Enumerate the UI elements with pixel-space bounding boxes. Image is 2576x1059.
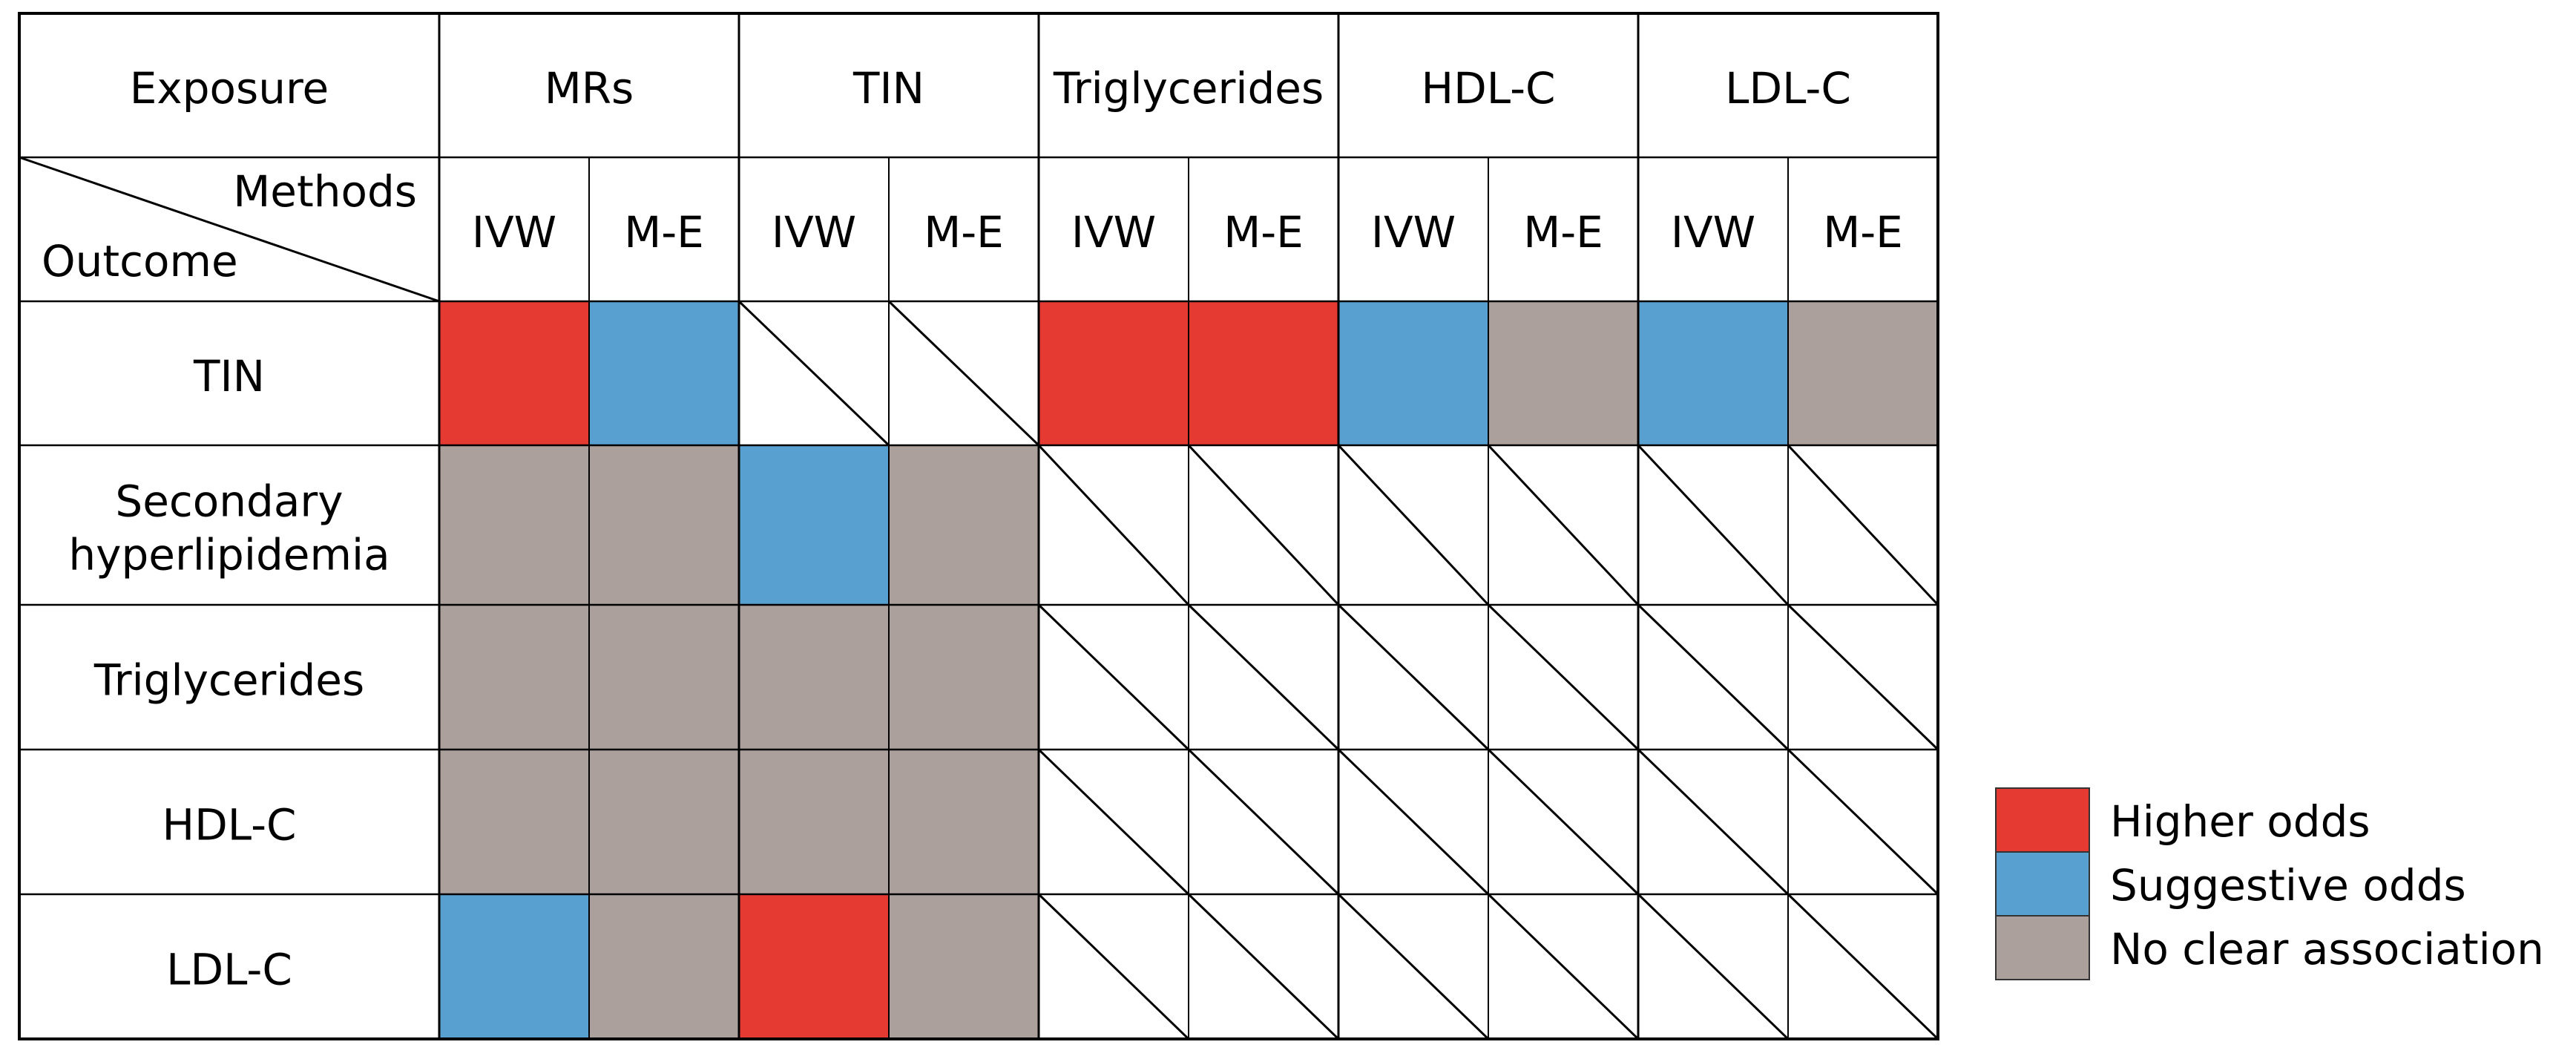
- cell-na-diagonal-r3-c10: [1787, 603, 1939, 751]
- cell-suggestive-r1-c2: [589, 301, 739, 445]
- legend-label-none: No clear association: [2110, 924, 2544, 974]
- corner-outcome-label: Outcome: [42, 236, 238, 286]
- cell-na-diagonal-r5-c9: [1637, 893, 1790, 1040]
- method-header-m-e-c10: M-E: [1823, 207, 1903, 258]
- method-header-ivw-c5: IVW: [1071, 207, 1156, 258]
- outcome-label-r3: Triglycerides: [93, 655, 364, 706]
- cells-layer: [439, 300, 1939, 1040]
- cell-none-r5-c4: [889, 894, 1039, 1039]
- cell-na-diagonal-r4-c7: [1337, 748, 1490, 896]
- cell-na-diagonal-r5-c7: [1337, 893, 1490, 1040]
- exposure-header-tin: TIN: [852, 63, 924, 114]
- cell-na-diagonal-r5-c6: [1187, 893, 1340, 1040]
- cell-na-diagonal-r4-c10: [1787, 748, 1939, 896]
- legend-label-higher: Higher odds: [2110, 796, 2370, 847]
- cell-na-diagonal-r3-c6: [1187, 603, 1340, 751]
- cell-higher-r1-c6: [1189, 301, 1338, 445]
- cell-suggestive-r1-c7: [1338, 301, 1488, 445]
- method-header-ivw-c9: IVW: [1671, 207, 1755, 258]
- method-headers: IVW M-E IVW M-E IVW M-E IVW M-E IVW M-E: [472, 207, 1903, 258]
- cell-none-r3-c4: [889, 605, 1039, 750]
- method-header-ivw-c3: IVW: [772, 207, 856, 258]
- outcome-label-r5: LDL-C: [166, 945, 292, 995]
- legend: Higher odds Suggestive odds No clear assoc…: [1995, 787, 2544, 980]
- cell-none-r4-c1: [439, 750, 589, 894]
- cell-na-diagonal-r5-c10: [1787, 893, 1939, 1040]
- method-header-m-e-c2: M-E: [624, 207, 704, 258]
- cell-na-diagonal-r3-c5: [1037, 603, 1190, 751]
- cell-na-diagonal-r5-c5: [1037, 893, 1190, 1040]
- exposure-header-ldl-c: LDL-C: [1725, 63, 1851, 114]
- legend-swatch-suggestive: [1995, 851, 2090, 917]
- exposure-header-label: Exposure: [130, 63, 329, 114]
- cell-suggestive-r1-c9: [1638, 301, 1788, 445]
- cell-na-diagonal-r2-c6: [1187, 444, 1340, 606]
- cell-na-diagonal-r2-c5: [1037, 444, 1190, 606]
- legend-swatch-none: [1995, 915, 2090, 980]
- method-header-m-e-c8: M-E: [1523, 207, 1603, 258]
- cell-none-r3-c3: [739, 605, 889, 750]
- cell-na-diagonal-r1-c4: [887, 300, 1040, 447]
- method-header-m-e-c6: M-E: [1223, 207, 1304, 258]
- cell-na-diagonal-r3-c7: [1337, 603, 1490, 751]
- method-header-ivw-c7: IVW: [1371, 207, 1456, 258]
- cell-na-diagonal-r5-c8: [1487, 893, 1640, 1040]
- cell-none-r2-c1: [439, 445, 589, 605]
- cell-none-r1-c10: [1788, 301, 1938, 445]
- cell-none-r4-c3: [739, 750, 889, 894]
- cell-none-r2-c2: [589, 445, 739, 605]
- cell-na-diagonal-r4-c8: [1487, 748, 1640, 896]
- exposure-header-triglycerides: Triglycerides: [1053, 63, 1324, 114]
- corner-methods-label: Methods: [233, 166, 417, 217]
- cell-none-r3-c1: [439, 605, 589, 750]
- table-border: [18, 12, 1939, 1040]
- exposure-header-hdl-c: HDL-C: [1422, 63, 1556, 114]
- cell-none-r4-c2: [589, 750, 739, 894]
- grid-layer: [18, 12, 1939, 1040]
- outcome-label-r1: TIN: [193, 351, 265, 401]
- cell-na-diagonal-r4-c5: [1037, 748, 1190, 896]
- cell-suggestive-r2-c3: [739, 445, 889, 605]
- cell-higher-r1-c5: [1039, 301, 1189, 445]
- legend-label-suggestive: Suggestive odds: [2110, 860, 2466, 911]
- cell-suggestive-r5-c1: [439, 894, 589, 1039]
- exposure-headers: MRs TIN Triglycerides HDL-C LDL-C: [545, 63, 1851, 114]
- cell-none-r1-c8: [1488, 301, 1638, 445]
- cell-na-diagonal-r1-c3: [737, 300, 890, 447]
- exposure-header-mrs: MRs: [545, 63, 634, 114]
- cell-none-r4-c4: [889, 750, 1039, 894]
- cell-na-diagonal-r3-c9: [1637, 603, 1790, 751]
- cell-na-diagonal-r4-c6: [1187, 748, 1340, 896]
- method-header-m-e-c4: M-E: [924, 207, 1004, 258]
- cell-higher-r5-c3: [739, 894, 889, 1039]
- legend-swatch-higher: [1995, 787, 2090, 853]
- cell-none-r5-c2: [589, 894, 739, 1039]
- corner-cell: Methods Outcome: [19, 156, 440, 303]
- corner-diagonal-line: [19, 156, 440, 303]
- cell-na-diagonal-r2-c8: [1487, 444, 1640, 606]
- cell-na-diagonal-r2-c10: [1787, 444, 1939, 606]
- method-header-ivw-c1: IVW: [472, 207, 556, 258]
- outcome-label-r4: HDL-C: [162, 800, 297, 850]
- cell-none-r3-c2: [589, 605, 739, 750]
- cell-na-diagonal-r2-c7: [1337, 444, 1490, 606]
- cell-na-diagonal-r2-c9: [1637, 444, 1790, 606]
- outcome-label-r2: hyperlipidemia: [68, 530, 390, 580]
- cell-na-diagonal-r3-c8: [1487, 603, 1640, 751]
- cell-higher-r1-c1: [439, 301, 589, 445]
- cell-na-diagonal-r4-c9: [1637, 748, 1790, 896]
- outcome-label-r2: Secondary: [115, 476, 343, 527]
- cell-none-r2-c4: [889, 445, 1039, 605]
